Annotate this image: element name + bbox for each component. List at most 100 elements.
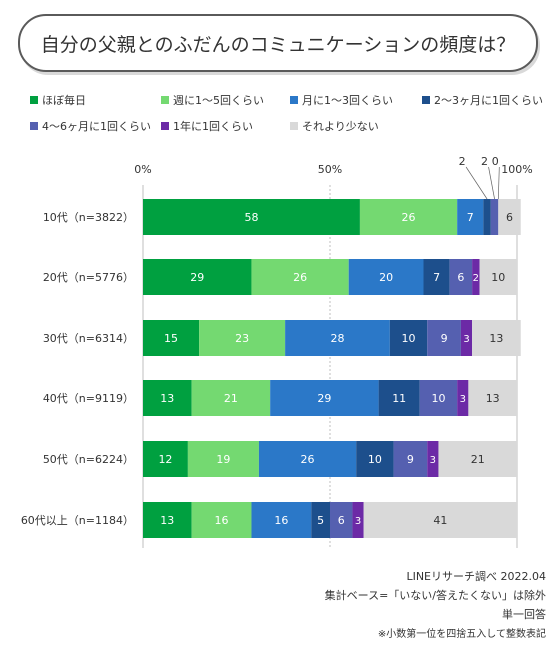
data-label: 20 [379,271,393,284]
data-label: 9 [407,453,414,466]
category-label: 10代（n=3822） [43,211,134,224]
legend-swatch [30,122,38,130]
data-label: 13 [160,514,174,527]
legend-label: 1年に1回くらい [173,120,253,133]
data-label: 3 [463,334,469,345]
legend-swatch [161,122,169,130]
data-label: 29 [190,271,204,284]
data-label: 11 [392,392,406,405]
bar-segment [270,380,379,416]
data-label: 41 [433,514,447,527]
data-label: 26 [402,211,416,224]
data-label: 3 [430,455,436,466]
bar-segment [378,380,420,416]
bar-segment [311,502,330,538]
bar-segment [449,259,473,295]
data-label: 28 [330,332,344,345]
data-label: 7 [433,271,440,284]
data-label: 19 [216,453,230,466]
bar-segment [389,320,428,356]
data-label: 26 [293,271,307,284]
bar-segment [191,502,252,538]
data-label: 13 [486,392,500,405]
legend-item: 2～3ヶ月に1回くらい [422,92,543,108]
data-label: 12 [158,453,172,466]
bar-segment [251,502,312,538]
legend-swatch [422,96,430,104]
bar-segment [479,259,517,295]
data-label: 16 [215,514,229,527]
legend-swatch [161,96,169,104]
legend-item: それより少ない [290,118,379,134]
bar-segment [438,441,517,477]
data-label: 26 [301,453,315,466]
legend-label: それより少ない [302,120,379,133]
legend-swatch [30,96,38,104]
data-label: 6 [457,271,464,284]
legend-label: 月に1～3回くらい [302,94,393,107]
legend-label: 週に1～5回くらい [173,94,264,107]
stacked-bar-chart: 0% 50% 100%10代（n=3822） 58 26 72 2 0620代（n=5776）… [21,155,533,548]
data-label: 10 [491,271,505,284]
category-label: 40代（n=9119） [43,392,134,405]
legend-item: 週に1～5回くらい [161,92,264,108]
data-label: 7 [467,211,474,224]
category-label: 30代（n=6314） [43,332,134,345]
bar-segment [348,259,424,295]
footer-note-base: 集計ベース=「いない/答えたくない」は除外 [324,589,546,602]
bar-segment [472,320,521,356]
bar-segment [143,199,360,235]
footer-note-single: 単一回答 [502,608,546,621]
x-tick-label: 100% [501,163,532,176]
bar-segment [498,199,521,235]
bar-segment [330,502,353,538]
legend-swatch [290,122,298,130]
category-label: 60代以上（n=1184） [21,514,134,527]
legend-item: ほぼ毎日 [30,92,86,108]
bar-segment [393,441,428,477]
data-label: 29 [317,392,331,405]
legend-item: 月に1～3回くらい [290,92,393,108]
x-tick-label: 0% [134,163,151,176]
bar-segment [427,320,461,356]
bar-segment [468,380,517,416]
bar-segment [143,320,200,356]
bar-segment [483,199,491,235]
chart-title: 自分の父親とのふだんのコミュニケーションの頻度は？ [18,14,538,72]
legend-swatch [290,96,298,104]
data-label: 16 [274,514,288,527]
legend-label: ほぼ毎日 [42,94,86,107]
data-label: 5 [317,514,324,527]
footer-source: LINEリサーチ調べ 2022.04 [406,570,546,583]
data-label: 3 [355,516,361,527]
data-label: 10 [431,392,445,405]
legend-label: 4～6ヶ月に1回くらい [42,120,151,133]
data-label: 2 [481,155,488,168]
bar-segment [490,199,499,235]
data-label: 13 [160,392,174,405]
bar-segment [199,320,286,356]
data-label: 10 [368,453,382,466]
data-label: 6 [506,211,513,224]
leader-line [465,166,488,200]
leader-line [497,166,500,200]
bar-segment [363,502,517,538]
bar-segment [423,259,450,295]
bar-segment [251,259,349,295]
bar-segment [460,320,473,356]
bar-segment [352,502,364,538]
bar-segment [457,380,469,416]
bar-segment [143,259,252,295]
bar-segment [285,320,390,356]
data-label: 15 [164,332,178,345]
category-label: 50代（n=6224） [43,453,134,466]
data-label: 6 [338,514,345,527]
bar-segment [143,502,192,538]
data-label: 23 [235,332,249,345]
legend-label: 2～3ヶ月に1回くらい [434,94,543,107]
data-label: 58 [244,211,258,224]
bar-segment [457,199,484,235]
data-label: 10 [402,332,416,345]
bar-segment [356,441,394,477]
bar-segment [191,380,271,416]
